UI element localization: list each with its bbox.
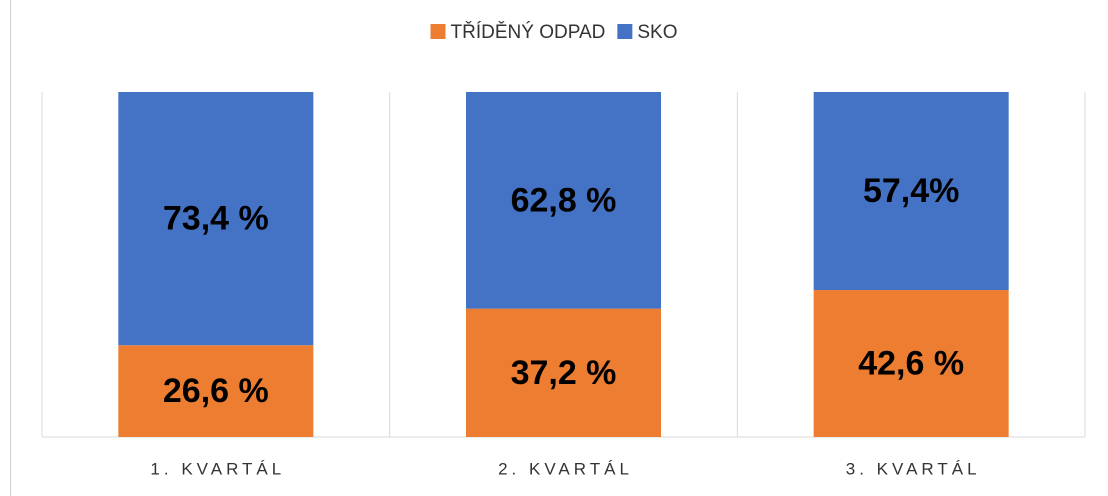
data-label: 57,4% xyxy=(863,172,959,210)
bar-segment xyxy=(466,308,661,437)
bar-segment xyxy=(466,92,661,309)
legend-swatch xyxy=(430,24,446,39)
legend-item: SKO xyxy=(617,22,677,43)
legend-swatch xyxy=(617,24,633,39)
legend: TŘÍDĚNÝ ODPAD SKO xyxy=(430,21,677,43)
x-tick-label: 1. KVARTÁL xyxy=(150,459,285,478)
x-tick-label: 2. KVARTÁL xyxy=(498,459,633,478)
x-tick-label: 3. KVARTÁL xyxy=(846,459,981,478)
data-label: 26,6 % xyxy=(163,372,269,410)
data-label: 73,4 % xyxy=(163,200,269,238)
legend-label: TŘÍDĚNÝ ODPAD xyxy=(451,21,606,43)
bar-segment xyxy=(118,345,314,437)
data-label: 37,2 % xyxy=(511,354,617,392)
legend-item: TŘÍDĚNÝ ODPAD xyxy=(430,21,606,43)
data-label: 42,6 % xyxy=(858,344,964,382)
bar-segment xyxy=(813,92,1009,291)
data-label: 62,8 % xyxy=(511,181,617,219)
bar-segment xyxy=(813,290,1009,437)
legend-label: SKO xyxy=(637,22,677,43)
bar-segment xyxy=(118,92,314,346)
